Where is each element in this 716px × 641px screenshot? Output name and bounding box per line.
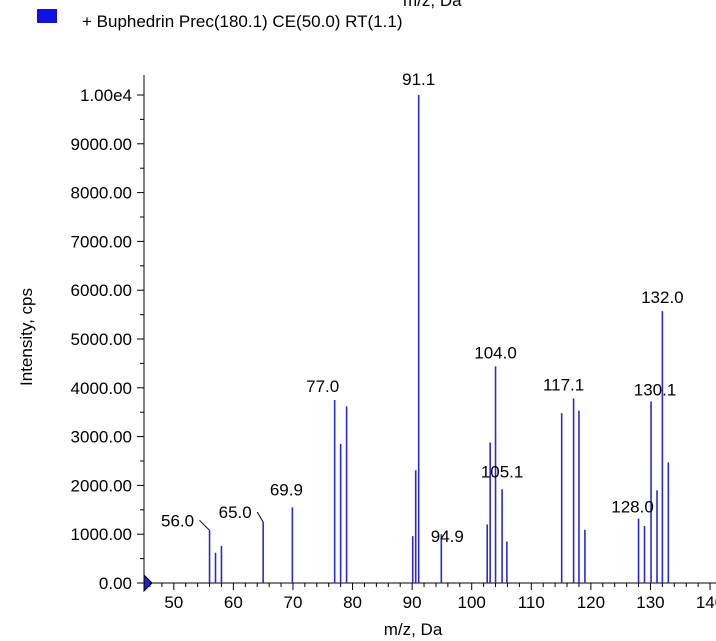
peak-label: 69.9 (270, 480, 303, 499)
y-tick-label: 8000.00 (71, 184, 132, 203)
x-tick-label: 130 (636, 593, 664, 612)
peak-label: 104.0 (474, 343, 517, 362)
peak-label: 91.1 (402, 70, 435, 89)
y-tick-label: 9000.00 (71, 135, 132, 154)
y-tick-label: 2000.00 (71, 476, 132, 495)
axes: 0.00 1000.00 2000.00 3000.00 4000.00 5000.00 6… (71, 75, 716, 612)
x-tick-label: 70 (283, 593, 302, 612)
peak-label: 105.1 (481, 462, 524, 481)
x-axis-origin-marker (143, 573, 153, 593)
x-tick-label: 120 (577, 593, 605, 612)
y-tick-label: 1000.00 (71, 525, 132, 544)
y-tick-label: 1.00e4 (80, 86, 132, 105)
y-tick-label: 6000.00 (71, 281, 132, 300)
x-tick-label: 100 (458, 593, 486, 612)
peak-label: 128.0 (611, 498, 654, 517)
peak-label: 56.0 (161, 511, 194, 530)
y-tick-label: 4000.00 (71, 379, 132, 398)
spectrum-bars (208, 95, 670, 583)
peak-label: 65.0 (219, 503, 252, 522)
peak-label: 77.0 (306, 377, 339, 396)
peak-label: 132.0 (641, 288, 684, 307)
x-tick-label: 50 (164, 593, 183, 612)
peak-label: 94.9 (431, 527, 464, 546)
peak-leader-line (199, 519, 210, 531)
x-tick-label: 60 (224, 593, 243, 612)
peak-labels: 56.0 65.0 69.9 77.0 91.1 94.9 104.0 105.1 117.1 1… (161, 70, 684, 546)
top-cut-axis-label: m/z, Da (403, 0, 462, 10)
x-tick-label: 110 (518, 593, 545, 612)
x-tick-label: 90 (403, 593, 422, 612)
y-axis-label: Intensity, cps (17, 288, 36, 386)
peak-leader-line (256, 511, 264, 523)
x-axis-label: m/z, Da (384, 620, 443, 639)
x-tick-label: 80 (343, 593, 362, 612)
x-tick-label: 140 (696, 593, 716, 612)
y-tick-label: 7000.00 (71, 232, 132, 251)
y-tick-label: 3000.00 (71, 428, 132, 447)
peak-label: 130.1 (634, 380, 677, 399)
peak-label: 117.1 (543, 376, 584, 395)
legend-swatch (37, 9, 57, 23)
legend-text: + Buphedrin Prec(180.1) CE(50.0) RT(1.1) (82, 12, 402, 31)
y-tick-label: 0.00 (99, 574, 132, 593)
y-tick-label: 5000.00 (71, 330, 132, 349)
